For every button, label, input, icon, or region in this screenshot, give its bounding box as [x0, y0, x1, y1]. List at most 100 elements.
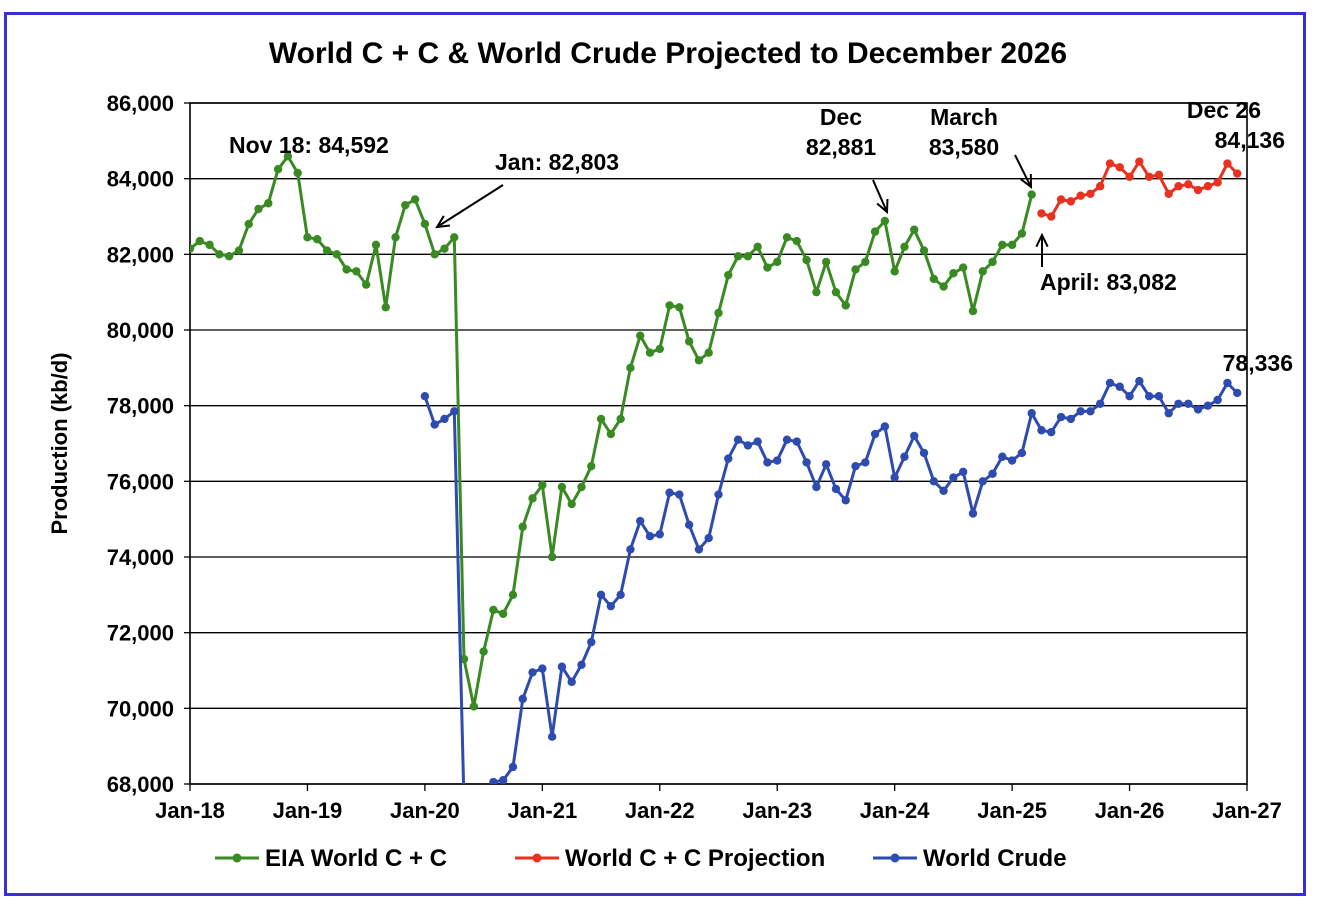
data-point-eia-world-c-c [949, 269, 958, 278]
data-point-world-crude [1125, 392, 1134, 401]
data-point-eia-world-c-c [890, 267, 899, 276]
data-point-world-crude [420, 392, 430, 401]
data-point-eia-world-c-c [929, 274, 939, 284]
data-point-world-crude [1086, 407, 1095, 416]
data-point-world-crude [753, 437, 762, 446]
data-point-eia-world-c-c [998, 240, 1007, 250]
data-point-world-c-c-projection [1095, 182, 1105, 191]
data-point-world-crude [479, 818, 487, 826]
data-point-world-crude [1056, 412, 1066, 422]
data-point-eia-world-c-c [528, 494, 537, 503]
data-point-world-crude [470, 837, 478, 845]
y-tick-label: 76,000 [107, 469, 174, 494]
data-point-eia-world-c-c [655, 344, 664, 354]
x-tick-label: Jan-26 [1095, 798, 1165, 823]
annotation-dec23b: 82,881 [806, 134, 877, 160]
y-tick-label: 74,000 [107, 545, 174, 570]
data-point-world-crude [616, 590, 625, 600]
arrow-apr25-head [1035, 232, 1049, 248]
data-point-world-crude [538, 664, 547, 673]
arrow-mar25-shaft [1014, 154, 1032, 188]
data-point-eia-world-c-c [313, 235, 322, 244]
data-point-eia-world-c-c [469, 702, 479, 711]
data-point-eia-world-c-c [596, 414, 606, 424]
data-point-eia-world-c-c [714, 308, 723, 318]
x-tick-label: Jan-25 [977, 798, 1047, 823]
data-point-world-crude [880, 422, 890, 431]
data-point-eia-world-c-c [694, 356, 704, 365]
data-point-world-c-c-projection [1213, 178, 1222, 187]
data-point-eia-world-c-c [880, 216, 890, 226]
data-point-eia-world-c-c [675, 303, 684, 312]
data-point-world-crude [655, 530, 664, 539]
data-point-eia-world-c-c [802, 255, 811, 265]
data-point-world-crude [587, 637, 596, 647]
data-point-eia-world-c-c [841, 301, 850, 310]
data-point-world-crude [861, 458, 870, 467]
data-point-world-c-c-projection [1115, 163, 1124, 172]
data-point-eia-world-c-c [724, 270, 733, 280]
data-point-world-crude [596, 590, 606, 600]
y-axis-label: Production (kb/d) [47, 352, 72, 534]
data-point-eia-world-c-c [958, 263, 968, 272]
data-point-world-crude [782, 435, 792, 444]
data-point-world-c-c-projection [1125, 172, 1134, 181]
data-point-world-crude [1203, 401, 1213, 410]
data-point-eia-world-c-c [254, 204, 263, 214]
data-point-world-crude [460, 799, 468, 807]
data-point-world-crude [1233, 388, 1242, 398]
annotation-mar25a: March [930, 104, 998, 130]
data-point-world-crude [1213, 395, 1222, 405]
data-point-world-crude [851, 462, 860, 471]
data-point-world-c-c-projection [1056, 195, 1066, 204]
annotation-crude_end: 78,336 [1223, 350, 1293, 376]
data-point-world-crude [988, 469, 997, 478]
annotation-mar25b: 83,580 [929, 134, 999, 160]
x-tick-label: Jan-20 [390, 798, 460, 823]
data-point-world-crude [1047, 427, 1056, 437]
data-point-world-c-c-projection [1223, 159, 1232, 168]
data-point-world-crude [1223, 378, 1232, 388]
data-point-world-c-c-projection [1193, 185, 1203, 195]
annotation-apr25: April: 83,082 [1040, 269, 1177, 295]
data-point-world-c-c-projection [1164, 189, 1173, 198]
data-point-world-crude [1193, 405, 1203, 414]
data-point-world-crude [1135, 376, 1144, 386]
data-point-eia-world-c-c [665, 301, 674, 310]
data-point-world-crude [508, 762, 518, 772]
y-tick-label: 82,000 [107, 242, 174, 267]
data-point-eia-world-c-c [224, 252, 234, 261]
data-point-world-crude [949, 473, 958, 482]
data-point-eia-world-c-c [978, 267, 987, 276]
data-point-eia-world-c-c [342, 265, 351, 274]
data-point-world-crude [958, 467, 968, 477]
data-point-eia-world-c-c [851, 265, 860, 274]
data-point-world-crude [1017, 448, 1027, 458]
data-point-eia-world-c-c [303, 233, 312, 242]
data-point-world-crude [684, 520, 694, 530]
data-point-eia-world-c-c [440, 244, 449, 253]
data-point-world-crude [1095, 399, 1105, 408]
data-point-eia-world-c-c [508, 590, 518, 600]
data-point-world-crude [831, 484, 841, 494]
data-point-eia-world-c-c [410, 195, 420, 204]
data-point-eia-world-c-c [489, 605, 498, 615]
data-point-world-crude [900, 452, 909, 461]
data-point-eia-world-c-c [371, 240, 381, 250]
data-point-eia-world-c-c [910, 225, 919, 234]
data-point-eia-world-c-c [606, 429, 616, 439]
data-point-world-c-c-projection [1047, 212, 1056, 221]
data-point-world-crude [841, 496, 850, 505]
data-point-world-crude [1144, 392, 1154, 401]
annotation-dec23a: Dec [820, 104, 862, 130]
data-point-world-crude [1115, 382, 1124, 391]
data-point-eia-world-c-c [264, 199, 273, 208]
data-point-eia-world-c-c [234, 246, 244, 255]
data-point-world-crude [528, 668, 537, 677]
data-point-eia-world-c-c [743, 252, 753, 261]
data-point-world-crude [978, 477, 987, 486]
data-point-world-crude [812, 482, 821, 492]
data-point-eia-world-c-c [870, 227, 880, 236]
data-point-eia-world-c-c [773, 257, 782, 267]
data-point-eia-world-c-c [190, 244, 195, 253]
